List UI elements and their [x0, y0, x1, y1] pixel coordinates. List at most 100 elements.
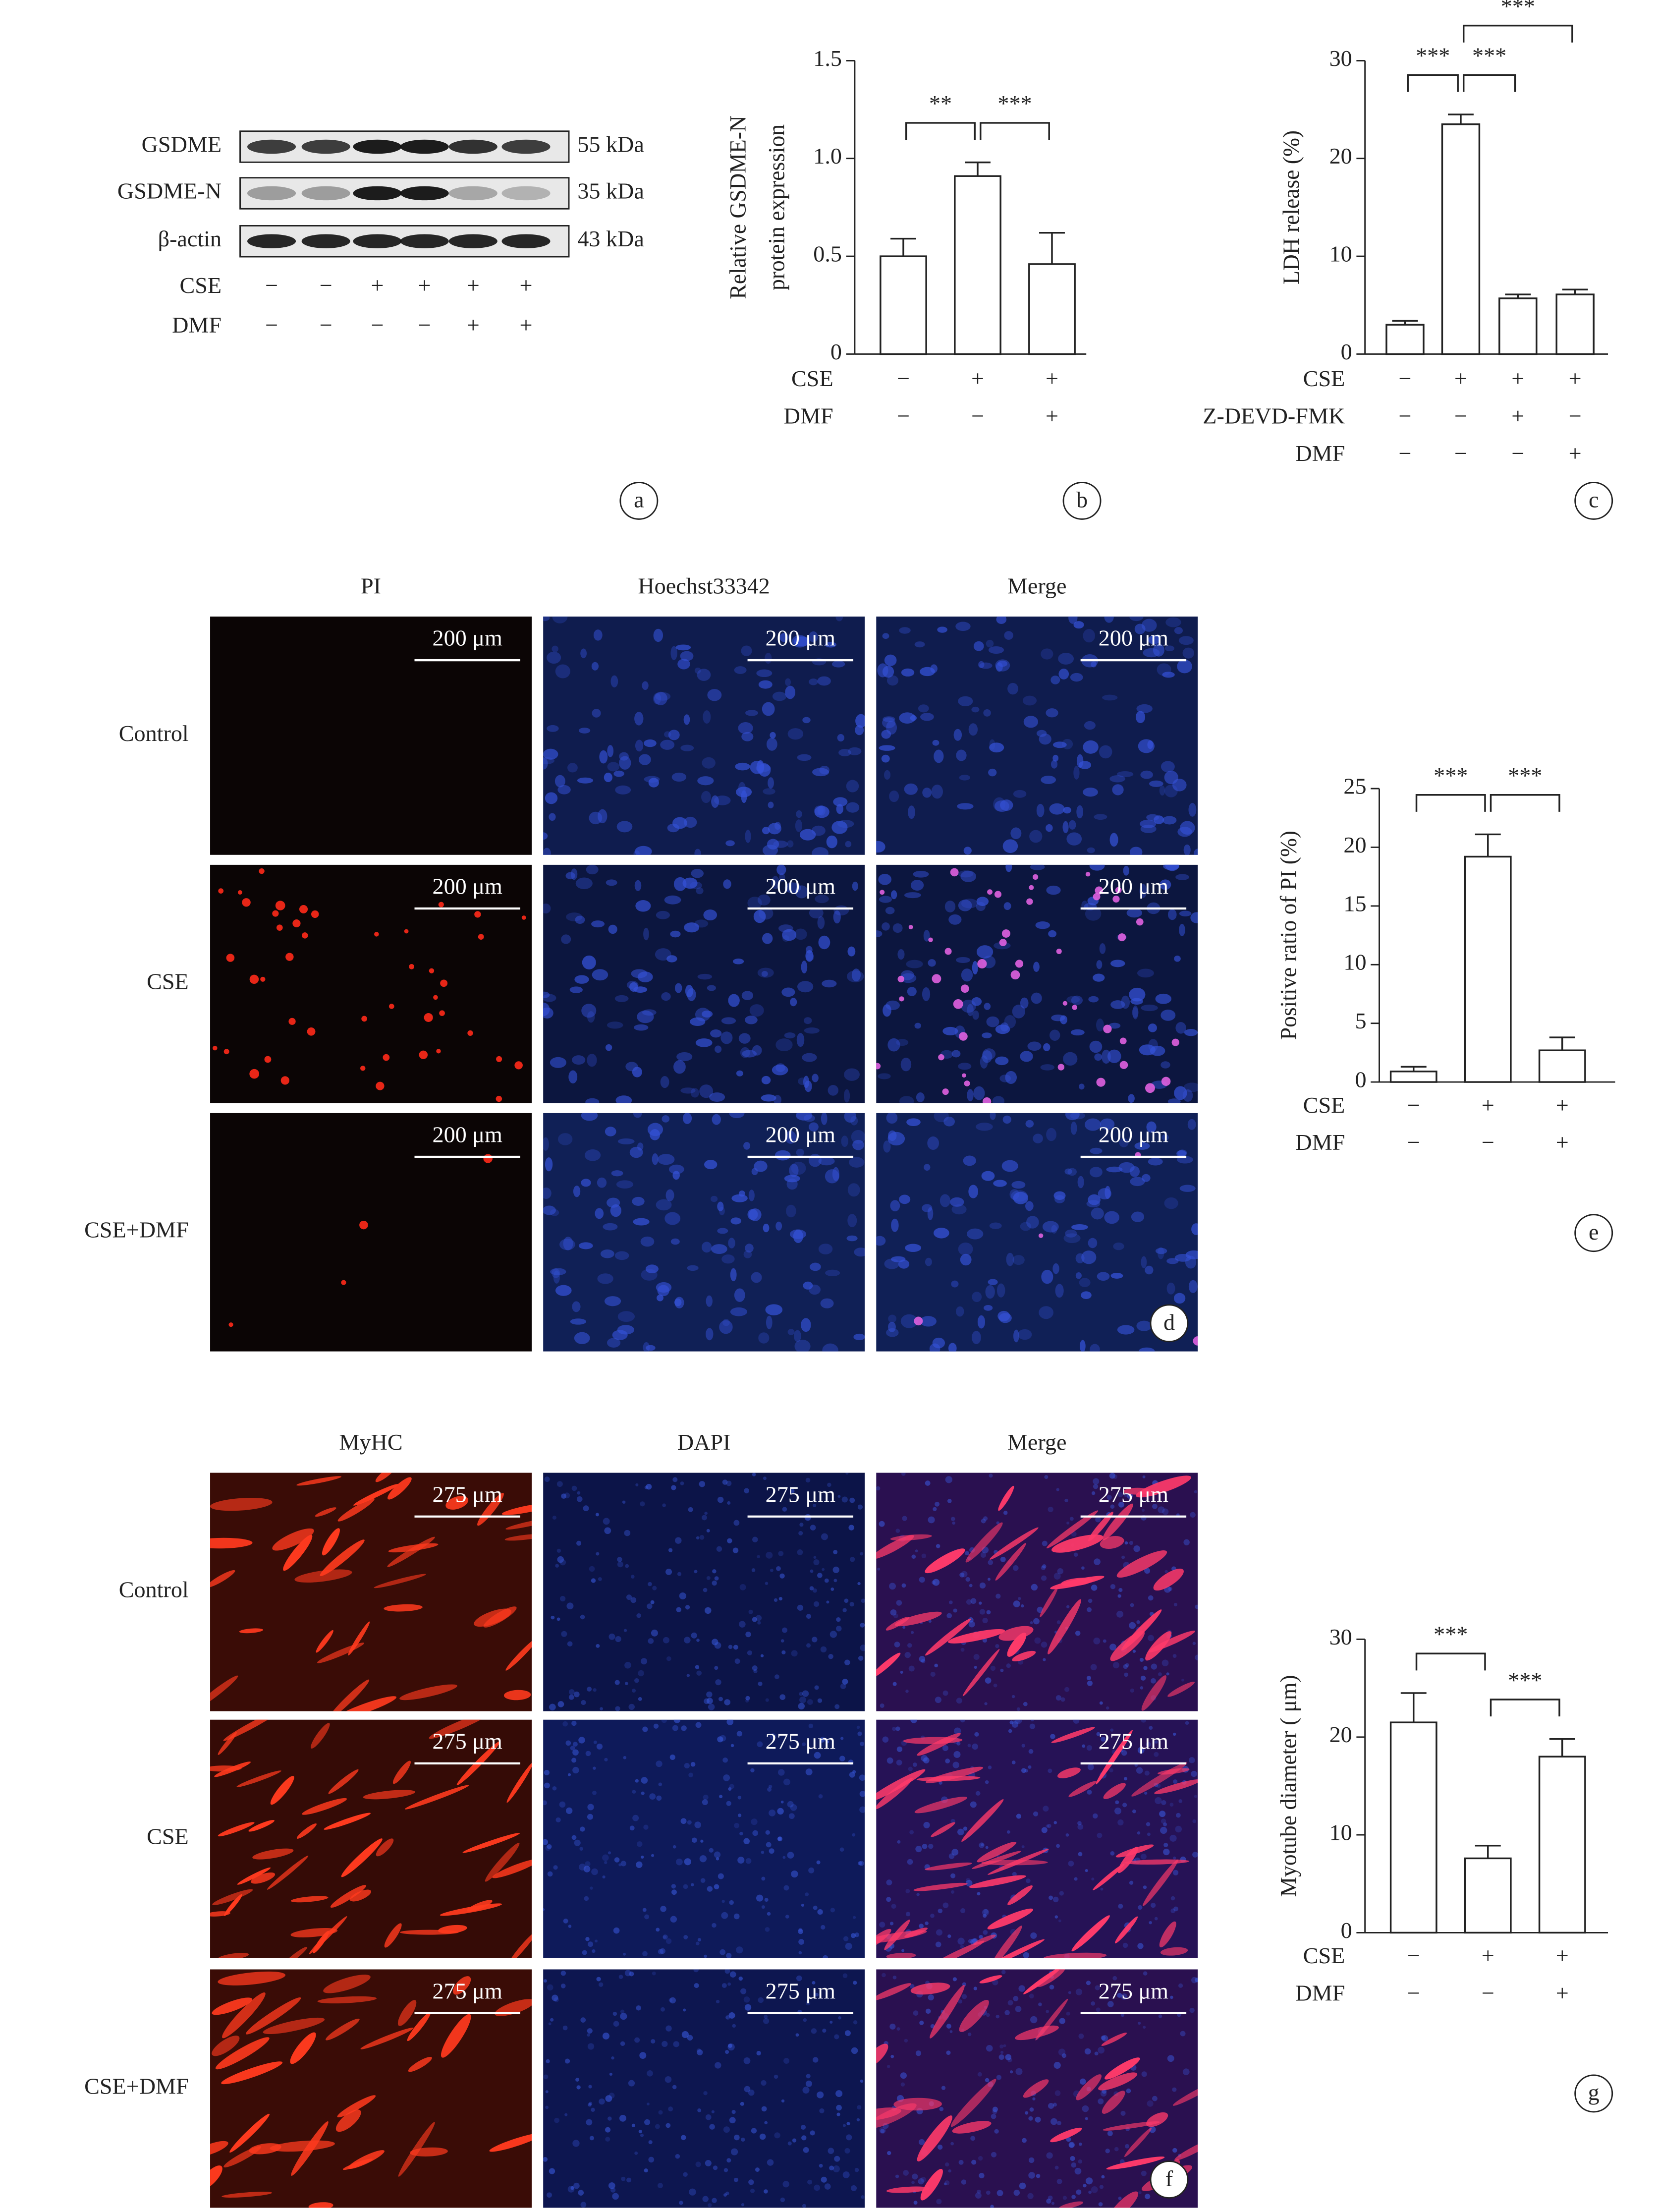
- nucleus: [1110, 1000, 1125, 1009]
- panel-label-circle: [1150, 2160, 1189, 2199]
- pi-cell: [944, 948, 952, 955]
- nucleus: [960, 1908, 966, 1914]
- nucleus: [1066, 1605, 1070, 1609]
- nucleus: [761, 1905, 765, 1909]
- nucleus: [791, 1161, 806, 1175]
- nucleus: [1084, 2048, 1091, 2055]
- nucleus: [915, 2050, 922, 2056]
- nucleus: [995, 1024, 1010, 1034]
- myotube: [326, 2018, 360, 2041]
- nucleus: [566, 1602, 574, 1610]
- nucleus: [989, 742, 1004, 753]
- nucleus: [647, 1603, 653, 1609]
- nucleus: [985, 1677, 992, 1684]
- panel-label-circle: [1574, 482, 1613, 520]
- nucleus: [567, 763, 578, 773]
- nucleus: [633, 1218, 650, 1226]
- nucleus: [1059, 1891, 1064, 1896]
- nucleus: [683, 2008, 686, 2012]
- nucleus: [549, 1703, 556, 1710]
- nucleus: [1146, 1121, 1157, 1133]
- nucleus: [902, 1626, 906, 1629]
- nucleus: [1183, 1539, 1190, 1545]
- pi-cell: [999, 939, 1007, 947]
- nucleus: [1149, 780, 1163, 787]
- nucleus: [561, 1631, 567, 1637]
- nucleus: [598, 1577, 602, 1581]
- nucleus: [738, 1033, 751, 1044]
- myotube: [1101, 2033, 1127, 2046]
- nucleus: [1170, 1995, 1173, 1999]
- nucleus: [900, 1057, 912, 1072]
- myotube: [210, 1570, 235, 1588]
- nucleus: [544, 1782, 550, 1789]
- nucleus: [846, 2134, 852, 2141]
- nucleus: [660, 2007, 665, 2012]
- nucleus: [1130, 1177, 1145, 1187]
- nucleus: [1070, 673, 1083, 682]
- nucleus: [803, 1114, 815, 1122]
- nucleus: [711, 2110, 715, 2113]
- nucleus: [696, 1670, 702, 1676]
- nucleus: [765, 1927, 770, 1932]
- nucleus: [721, 1900, 725, 1903]
- nucleus: [1004, 1015, 1016, 1028]
- nucleus: [634, 2037, 640, 2043]
- nucleus: [990, 2205, 994, 2208]
- nucleus: [807, 2179, 813, 2185]
- nucleus: [942, 1745, 948, 1752]
- myotube: [1160, 1947, 1188, 1956]
- nucleus: [1178, 636, 1194, 645]
- nucleus: [1162, 1508, 1169, 1515]
- nucleus: [727, 1501, 731, 1505]
- nucleus: [812, 768, 829, 777]
- nucleus: [1068, 1861, 1074, 1867]
- nucleus: [666, 955, 677, 963]
- myotube: [212, 1997, 253, 2015]
- nucleus: [942, 1026, 958, 1035]
- nucleus: [961, 1571, 968, 1578]
- nucleus: [1078, 1083, 1085, 1090]
- scale-bar-label: 200 μm: [1099, 625, 1168, 651]
- nucleus: [632, 1815, 639, 1821]
- nucleus: [588, 1941, 594, 1947]
- nucleus: [547, 1871, 553, 1877]
- nucleus: [619, 756, 631, 770]
- nucleus: [729, 1113, 745, 1119]
- nucleus: [803, 2147, 809, 2153]
- nucleus: [952, 1521, 955, 1525]
- nucleus: [822, 1568, 825, 1571]
- nucleus: [797, 1604, 804, 1611]
- nucleus: [1192, 1642, 1196, 1645]
- nucleus: [697, 2049, 703, 2055]
- nucleus: [820, 1646, 827, 1653]
- nucleus: [1087, 1680, 1093, 1686]
- panel-label: g: [1588, 2080, 1600, 2105]
- nucleus: [1173, 1779, 1178, 1784]
- nucleus: [590, 1886, 593, 1890]
- nucleus: [1021, 1604, 1024, 1608]
- nucleus: [700, 1878, 706, 1883]
- pi-cell: [1093, 893, 1101, 901]
- nucleus: [663, 1935, 666, 1939]
- pi-cell: [360, 1066, 366, 1071]
- condition-sign: +: [1482, 1943, 1494, 1968]
- condition-sign: +: [1454, 366, 1467, 391]
- nucleus: [985, 1846, 989, 1849]
- nucleus: [1192, 1852, 1198, 1858]
- nucleus: [930, 1914, 935, 1918]
- myotube: [1096, 1730, 1133, 1785]
- nucleus: [887, 1038, 900, 1052]
- nucleus: [593, 1688, 597, 1692]
- pi-cell: [276, 924, 283, 931]
- nucleus: [741, 790, 747, 803]
- myotube: [925, 1618, 971, 1656]
- pi-cell: [374, 932, 379, 937]
- nucleus: [1137, 968, 1154, 978]
- pi-cell: [429, 968, 435, 973]
- nucleus: [752, 1536, 758, 1542]
- nucleus: [768, 777, 774, 789]
- nucleus: [642, 1726, 648, 1732]
- nucleus: [802, 717, 811, 724]
- nucleus: [1180, 2031, 1186, 2037]
